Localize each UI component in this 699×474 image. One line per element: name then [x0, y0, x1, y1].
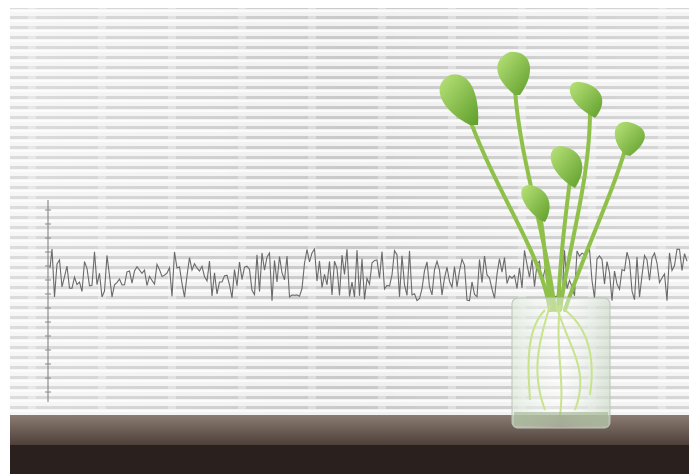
plant: [439, 51, 645, 429]
roots: [527, 304, 593, 416]
vase-water-base: [514, 412, 608, 426]
counter-front: [10, 445, 689, 474]
leaves: [439, 51, 645, 222]
vase: [511, 297, 611, 429]
waveform: [49, 247, 688, 302]
wave-axis: [45, 200, 51, 402]
